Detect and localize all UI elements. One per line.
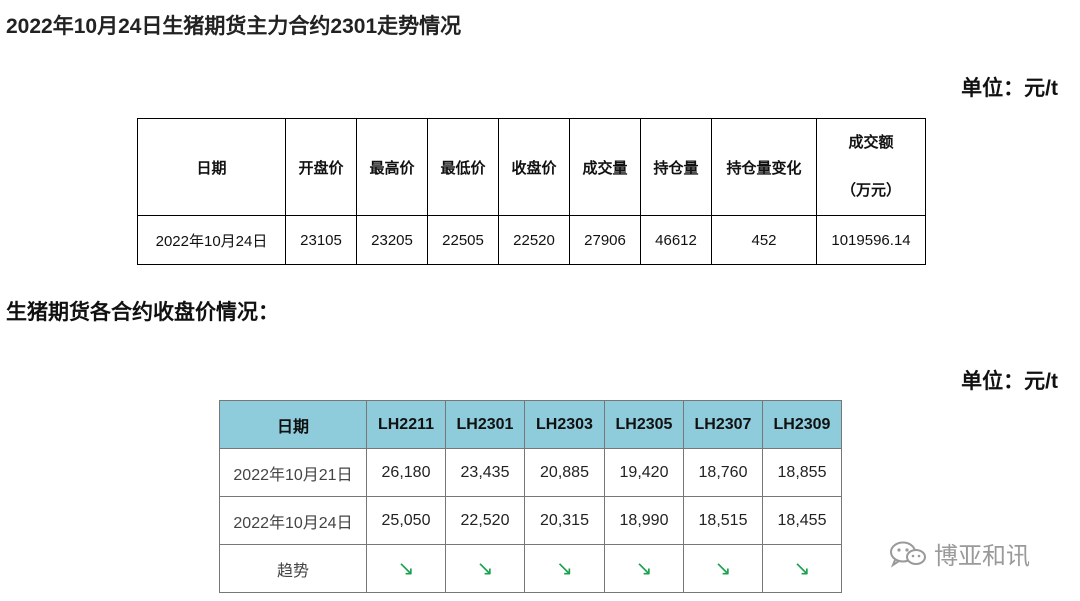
cell-trend-label: 趋势 — [219, 544, 367, 593]
header-open-interest: 持仓量 — [640, 118, 712, 216]
cell-volume: 27906 — [569, 215, 641, 265]
cell-value: 22,520 — [445, 496, 525, 545]
header-lh2309: LH2309 — [762, 400, 842, 449]
header-lh2307: LH2307 — [683, 400, 763, 449]
header-turnover-unit: （万元） — [840, 182, 901, 199]
contracts-close-table: 日期 LH2211 LH2301 LH2303 LH2305 LH2307 LH… — [219, 400, 842, 593]
cell-value: 26,180 — [366, 448, 446, 497]
header-oi-change: 持仓量变化 — [711, 118, 817, 216]
page-title: 2022年10月24日生猪期货主力合约2301走势情况 — [6, 15, 462, 38]
cell-low: 22505 — [427, 215, 499, 265]
table-header-row: 日期 LH2211 LH2301 LH2303 LH2305 LH2307 LH… — [219, 400, 842, 449]
cell-value: 18,855 — [762, 448, 842, 497]
cell-value: 19,420 — [604, 448, 684, 497]
cell-turnover: 1019596.14 — [816, 215, 926, 265]
header-open: 开盘价 — [285, 118, 357, 216]
cell-value: 18,990 — [604, 496, 684, 545]
table-row: 2022年10月21日 26,180 23,435 20,885 19,420 … — [219, 448, 842, 497]
table-row: 2022年10月24日 25,050 22,520 20,315 18,990 … — [219, 496, 842, 545]
trend-down-icon: ↘ — [683, 544, 763, 593]
cell-date: 2022年10月24日 — [137, 215, 286, 265]
cell-value: 23,435 — [445, 448, 525, 497]
wechat-icon — [890, 541, 926, 568]
header-lh2305: LH2305 — [604, 400, 684, 449]
cell-value: 20,315 — [524, 496, 605, 545]
cell-oi-change: 452 — [711, 215, 817, 265]
trend-down-icon: ↘ — [445, 544, 525, 593]
header-turnover: 成交额 （万元） — [816, 118, 926, 216]
cell-value: 18,760 — [683, 448, 763, 497]
header-lh2211: LH2211 — [366, 400, 446, 449]
watermark-text: 博亚和讯 — [934, 543, 1030, 570]
header-volume: 成交量 — [569, 118, 641, 216]
cell-close: 22520 — [498, 215, 570, 265]
cell-value: 20,885 — [524, 448, 605, 497]
unit-label: 单位：元/t — [961, 77, 1058, 100]
cell-value: 25,050 — [366, 496, 446, 545]
unit-label-2: 单位：元/t — [961, 370, 1058, 393]
trend-down-icon: ↘ — [366, 544, 446, 593]
cell-value: 18,455 — [762, 496, 842, 545]
cell-date: 2022年10月24日 — [219, 496, 367, 545]
header-close: 收盘价 — [498, 118, 570, 216]
trend-down-icon: ↘ — [762, 544, 842, 593]
header-high: 最高价 — [356, 118, 428, 216]
cell-value: 18,515 — [683, 496, 763, 545]
header-date: 日期 — [219, 400, 367, 449]
header-low: 最低价 — [427, 118, 499, 216]
section-title: 生猪期货各合约收盘价情况： — [6, 301, 279, 324]
cell-high: 23205 — [356, 215, 428, 265]
trend-row: 趋势 ↘ ↘ ↘ ↘ ↘ ↘ — [219, 544, 842, 593]
trend-down-icon: ↘ — [524, 544, 605, 593]
header-date: 日期 — [137, 118, 286, 216]
table-header-row: 日期 开盘价 最高价 最低价 收盘价 成交量 持仓量 持仓量变化 成交额 （万元… — [137, 118, 926, 216]
trend-down-icon: ↘ — [604, 544, 684, 593]
table-row: 2022年10月24日 23105 23205 22505 22520 2790… — [137, 215, 926, 265]
header-lh2301: LH2301 — [445, 400, 525, 449]
watermark: 博亚和讯 — [888, 536, 1030, 571]
header-turnover-label: 成交额 — [848, 134, 894, 151]
main-contract-table: 日期 开盘价 最高价 最低价 收盘价 成交量 持仓量 持仓量变化 成交额 （万元… — [137, 118, 926, 265]
header-lh2303: LH2303 — [524, 400, 605, 449]
cell-date: 2022年10月21日 — [219, 448, 367, 497]
cell-open-interest: 46612 — [640, 215, 712, 265]
cell-open: 23105 — [285, 215, 357, 265]
